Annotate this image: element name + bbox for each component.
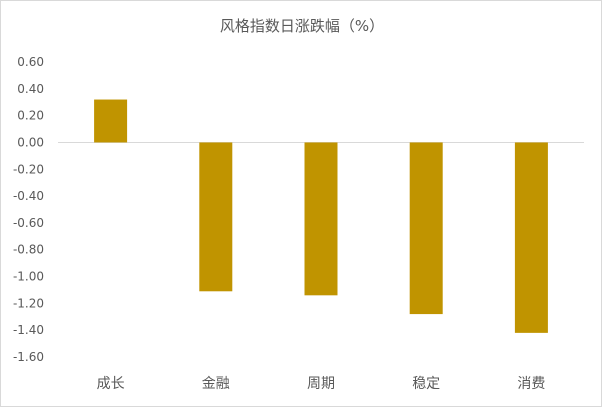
bar-3 xyxy=(409,142,443,315)
y-tick-label: 0.40 xyxy=(17,82,44,96)
y-axis-ticks: 0.60 0.40 0.20 0.00 -0.20 -0.40 -0.60 -0.80 -1.0… xyxy=(13,55,44,364)
category-labels: 成长 金融 周期 稳定 消费 xyxy=(97,376,546,392)
y-tick-label: -1.00 xyxy=(13,270,44,284)
category-label: 金融 xyxy=(202,376,230,392)
category-label: 稳定 xyxy=(412,376,440,392)
category-label: 消费 xyxy=(517,376,545,392)
bars xyxy=(94,99,548,333)
y-tick-label: -0.60 xyxy=(13,216,44,230)
bar-2 xyxy=(304,142,338,296)
y-tick-label: 0.00 xyxy=(17,135,44,149)
y-tick-label: 0.60 xyxy=(17,55,44,69)
y-tick-label: -1.40 xyxy=(13,323,44,337)
bar-1 xyxy=(199,142,233,292)
bar-4 xyxy=(514,142,548,333)
y-tick-label: -1.20 xyxy=(13,296,44,310)
y-tick-label: -0.40 xyxy=(13,189,44,203)
bar-0 xyxy=(94,99,128,143)
category-label: 周期 xyxy=(307,376,335,392)
category-label: 成长 xyxy=(97,376,125,392)
y-tick-label: -1.60 xyxy=(13,350,44,364)
y-tick-label: -0.80 xyxy=(13,243,44,257)
y-tick-label: 0.20 xyxy=(17,109,44,123)
chart-title: 风格指数日涨跌幅（%） xyxy=(219,17,385,35)
y-tick-label: -0.20 xyxy=(13,162,44,176)
